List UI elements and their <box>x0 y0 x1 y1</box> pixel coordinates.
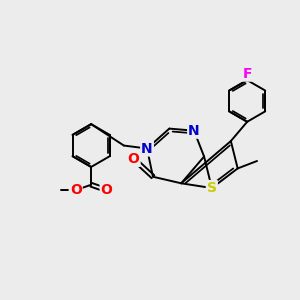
Text: O: O <box>128 152 140 166</box>
Text: N: N <box>141 142 153 155</box>
Text: O: O <box>70 183 82 197</box>
Text: S: S <box>207 181 217 195</box>
Text: O: O <box>101 183 112 197</box>
Text: F: F <box>242 67 252 81</box>
Text: N: N <box>188 124 200 138</box>
